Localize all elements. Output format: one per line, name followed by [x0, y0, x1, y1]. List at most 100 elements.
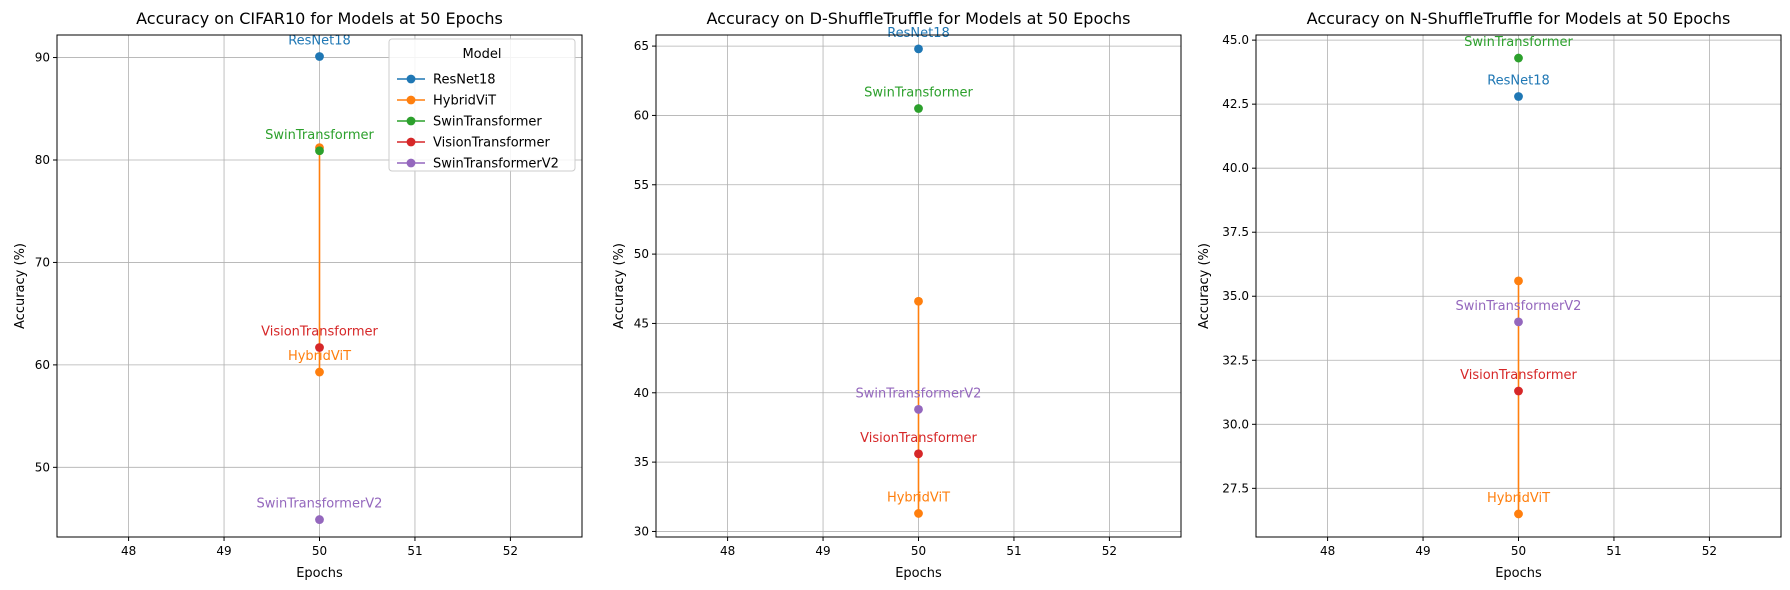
y-tick-label: 65	[634, 39, 649, 53]
data-point	[315, 515, 324, 524]
data-point	[1514, 317, 1523, 327]
legend-entry-resnet18: ResNet18	[397, 73, 496, 88]
data-label: HybridViT	[887, 490, 950, 505]
data-point	[914, 509, 923, 518]
y-tick-label: 30.0	[1222, 417, 1249, 431]
x-tick-label: 51	[1606, 544, 1621, 558]
legend-label: SwinTransformerV2	[433, 157, 559, 172]
data-point	[1514, 53, 1523, 63]
legend-entry-hybridvit: HybridViT	[397, 94, 496, 109]
x-tick-label: 49	[815, 544, 830, 558]
legend-marker	[406, 74, 416, 84]
legend-marker	[406, 137, 416, 147]
legend-label: ResNet18	[433, 73, 496, 88]
y-tick-label: 45	[634, 316, 649, 330]
data-label: SwinTransformer	[1464, 35, 1573, 50]
data-point	[1514, 509, 1523, 519]
x-tick-label: 50	[911, 544, 926, 558]
data-label: ResNet18	[288, 34, 351, 49]
data-point	[914, 449, 923, 459]
data-point	[914, 104, 923, 113]
data-point	[315, 146, 324, 156]
x-tick-label: 51	[407, 544, 422, 558]
legend-entry-swintransformerv2: SwinTransformerV2	[397, 157, 559, 172]
y-tick-label: 37.5	[1222, 225, 1249, 239]
data-point	[914, 44, 923, 54]
series-visiontransformer: VisionTransformer	[261, 324, 379, 352]
data-label: SwinTransformerV2	[1456, 299, 1582, 314]
y-tick-label: 35	[634, 455, 649, 469]
legend-title: Model	[462, 47, 501, 62]
x-tick-label: 50	[1511, 544, 1526, 558]
legend-label: HybridViT	[433, 94, 496, 109]
y-tick-label: 80	[35, 153, 50, 167]
data-point	[315, 367, 324, 377]
series-resnet18: ResNet18	[887, 26, 950, 54]
legend-marker	[406, 95, 416, 105]
y-tick-label: 40	[634, 386, 649, 400]
x-tick-label: 49	[216, 544, 231, 558]
y-tick-label: 50	[35, 460, 50, 474]
chart-title: Accuracy on N-ShuffleTruffle for Models …	[1307, 9, 1731, 28]
x-axis-label: Epochs	[1495, 566, 1542, 581]
y-tick-label: 90	[35, 51, 50, 65]
y-tick-label: 32.5	[1222, 353, 1249, 367]
legend-label: SwinTransformer	[433, 115, 542, 130]
series-swintransformerv2: SwinTransformerV2	[257, 497, 383, 524]
y-axis-label: Accuracy (%)	[13, 243, 28, 329]
series-visiontransformer: VisionTransformer	[860, 431, 978, 459]
series-resnet18: ResNet18	[1487, 73, 1550, 101]
data-point	[315, 343, 324, 352]
data-label: ResNet18	[887, 26, 950, 41]
data-label: SwinTransformer	[864, 85, 973, 100]
data-point	[914, 296, 923, 306]
legend-label: VisionTransformer	[433, 136, 550, 151]
series-swintransformer: SwinTransformer	[1464, 35, 1574, 63]
y-tick-label: 30	[634, 524, 649, 538]
x-tick-label: 50	[312, 544, 327, 558]
data-label: VisionTransformer	[1460, 368, 1577, 383]
data-label: SwinTransformerV2	[257, 497, 383, 512]
y-axis-label: Accuracy (%)	[612, 243, 627, 329]
x-axis-label: Epochs	[895, 566, 942, 581]
x-tick-label: 48	[720, 544, 735, 558]
y-tick-label: 42.5	[1222, 97, 1249, 111]
series-visiontransformer: VisionTransformer	[1460, 368, 1578, 396]
data-label: SwinTransformerV2	[856, 386, 982, 401]
data-label: HybridViT	[1487, 491, 1550, 506]
data-label: HybridViT	[288, 349, 351, 364]
data-point	[914, 405, 923, 414]
y-tick-label: 60	[35, 358, 50, 372]
y-axis-label: Accuracy (%)	[1197, 243, 1212, 329]
series-resnet18: ResNet18	[288, 34, 351, 61]
x-tick-label: 52	[1102, 544, 1117, 558]
chart-title: Accuracy on D-ShuffleTruffle for Models …	[706, 9, 1130, 28]
y-tick-label: 60	[634, 108, 649, 122]
chart-panel-3: ResNet18 HybridViT SwinTransformer VisionTr…	[1197, 9, 1782, 581]
x-tick-label: 52	[1702, 544, 1717, 558]
data-label: ResNet18	[1487, 73, 1550, 88]
data-point	[1514, 276, 1523, 286]
y-tick-label: 55	[634, 178, 649, 192]
data-point	[1514, 386, 1523, 396]
x-tick-label: 48	[121, 544, 136, 558]
series-swintransformer: SwinTransformer	[864, 85, 974, 113]
data-label: VisionTransformer	[860, 431, 977, 446]
legend-marker	[406, 116, 416, 126]
x-tick-label: 52	[503, 544, 518, 558]
chart-panel-1: ResNet18 HybridViT SwinTransformer VisionTr…	[13, 9, 583, 581]
chart-panel-2: ResNet18 HybridViT SwinTransformer VisionTr…	[612, 9, 1182, 581]
chart-title: Accuracy on CIFAR10 for Models at 50 Epo…	[136, 9, 503, 28]
series-swintransformerv2: SwinTransformerV2	[1456, 299, 1582, 327]
y-tick-label: 40.0	[1222, 161, 1249, 175]
x-tick-label: 48	[1320, 544, 1335, 558]
legend-marker	[406, 158, 416, 168]
data-label: VisionTransformer	[261, 324, 378, 339]
x-tick-label: 49	[1415, 544, 1430, 558]
x-tick-label: 51	[1006, 544, 1021, 558]
data-point	[315, 52, 324, 61]
y-tick-label: 35.0	[1222, 289, 1249, 303]
legend-entry-visiontransformer: VisionTransformer	[397, 136, 550, 151]
y-tick-label: 45.0	[1222, 33, 1249, 47]
